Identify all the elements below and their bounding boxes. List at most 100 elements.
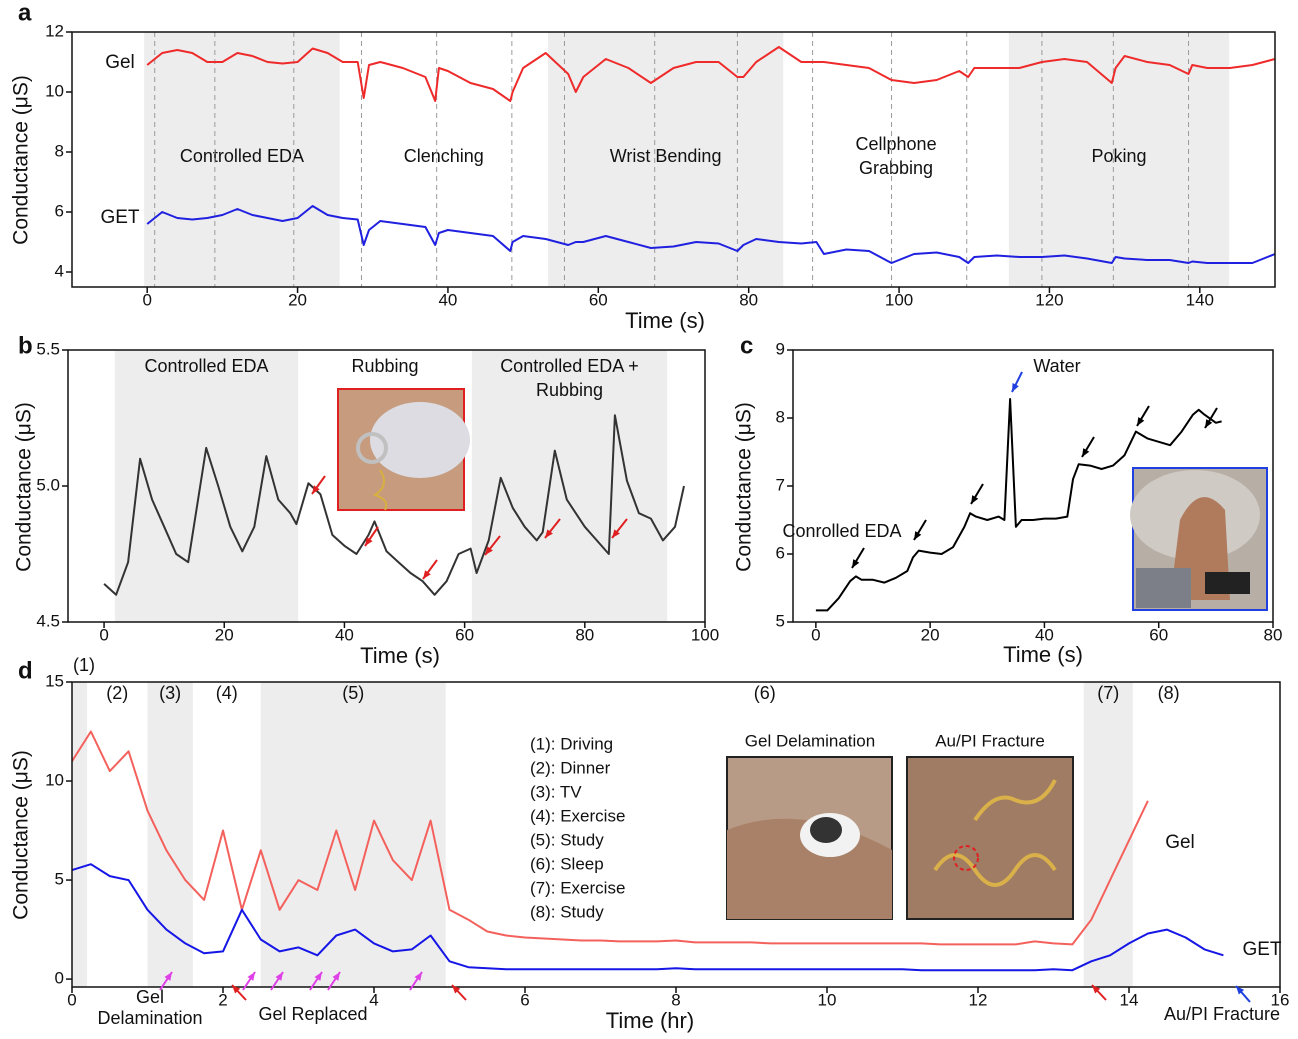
series-line [71,730,1149,946]
x-tick-label: 100 [691,625,719,644]
arrow-head [452,985,461,994]
arrow-head [485,546,493,555]
glove [370,402,470,478]
x-tick-label: 40 [335,625,354,644]
arrow-head [232,985,241,994]
shaded-region [1008,32,1230,287]
ring [356,432,388,464]
activity-item: (8): Study [530,902,604,921]
x-tick-label: 120 [1035,290,1063,309]
series-line [146,46,1276,102]
series-line [146,205,1276,264]
arrow-head [332,972,340,981]
annotation: Gel Replaced [258,1004,367,1024]
region-label: Rubbing [351,356,418,376]
y-tick-label: 6 [55,201,64,220]
y-axis-title: Conductance (μS) [10,75,33,245]
x-tick-label: 20 [215,625,234,644]
activity-item: (1): Driving [530,734,613,753]
y-tick-label: 6 [776,543,785,562]
photo-delamination [726,756,893,920]
panel-letter: d [18,657,33,684]
region-label: (6) [754,683,776,703]
series-label: GET [100,207,139,228]
annotation: Delamination [97,1008,202,1028]
shaded-region [260,682,446,987]
x-axis-title: Time (s) [1003,642,1083,667]
x-tick-label: 80 [1264,625,1283,644]
y-tick-label: 8 [776,407,785,426]
arrow-head [1137,417,1145,426]
region-label: Wrist Bending [610,146,722,166]
arrow-head [1012,383,1019,392]
x-tick-label: 20 [921,625,940,644]
trace [933,853,1057,887]
x-tick-label: 0 [99,625,108,644]
region-label: Poking [1091,146,1146,166]
annotation: Conrolled EDA [782,521,901,541]
x-tick-label: 60 [589,290,608,309]
annotation: Water [1033,356,1080,376]
region-label: Controlled EDA + [500,356,639,376]
x-tick-label: 20 [288,290,307,309]
y-tick-label: 12 [45,21,64,40]
annotation: Gel [136,987,164,1007]
x-tick-label: 0 [67,990,76,1009]
y-tick-label: 5.5 [36,339,60,358]
region-label: Grabbing [859,158,933,178]
arrow-head [312,485,320,494]
arrow-head [1205,419,1213,428]
arrow-head [1082,448,1090,457]
region-label: Cellphone [856,134,937,154]
photo-rubbing [337,388,470,511]
annotation: Au/PI Fracture [1164,1004,1280,1024]
arrow-head [1092,985,1101,994]
region-label: Controlled EDA [180,146,304,166]
y-tick-label: 10 [45,771,64,790]
activity-item: (7): Exercise [530,878,625,897]
y-tick-label: 15 [45,671,64,690]
trace [973,779,1057,822]
activity-item: (5): Study [530,830,604,849]
y-tick-label: 5 [55,870,64,889]
arrow-head [365,537,373,546]
series-line [71,863,1224,972]
shaded-region [147,682,193,987]
y-tick-label: 8 [55,141,64,160]
x-tick-label: 0 [811,625,820,644]
panel-letter: b [18,332,33,359]
activity-item: (6): Sleep [530,854,604,873]
gel [810,817,842,843]
x-tick-label: 60 [455,625,474,644]
region-label: (1) [73,655,95,675]
x-axis-title: Time (s) [360,643,440,668]
region-label: (4) [216,683,238,703]
region-label: (5) [342,683,364,703]
activity-item: (2): Dinner [530,758,611,777]
arrow-head [545,529,553,538]
trace [372,469,388,511]
y-axis-title: Conductance (μS) [10,750,33,920]
shaded-region [72,682,88,987]
arrow-head [914,531,922,540]
region-label: (2) [106,683,128,703]
y-tick-label: 4 [55,261,64,280]
y-tick-label: 5 [776,611,785,630]
inset-label: Au/PI Fracture [935,731,1045,750]
series-label: Gel [1165,832,1195,853]
y-tick-label: 7 [776,475,785,494]
series-line [815,398,1222,612]
x-tick-label: 100 [885,290,913,309]
arrow-head [971,495,979,504]
region-label: Controlled EDA [144,356,268,376]
panel-letter: c [740,332,753,359]
arrow-head [275,972,283,981]
arrow-head [612,529,620,538]
x-tick-label: 40 [438,290,457,309]
y-axis-title: Conductance (μS) [733,402,756,572]
x-tick-label: 4 [369,990,378,1009]
x-tick-label: 40 [1035,625,1054,644]
series-label: GET [1242,939,1281,960]
series-label: Gel [105,52,135,73]
